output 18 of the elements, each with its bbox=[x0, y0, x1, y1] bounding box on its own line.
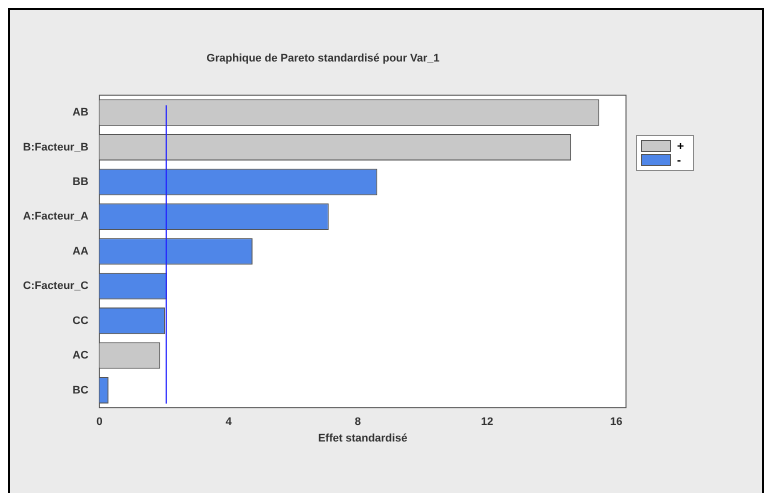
chart-title: Graphique de Pareto standardisé pour Var_1 bbox=[206, 52, 440, 65]
x-tick-label: 0 bbox=[96, 416, 102, 428]
y-tick-label: B:Facteur_B bbox=[23, 141, 88, 154]
y-tick-label: A:Facteur_A bbox=[23, 210, 88, 223]
x-tick-label: 16 bbox=[610, 416, 622, 428]
y-tick-label: AB bbox=[72, 106, 88, 119]
y-tick-label: AA bbox=[72, 245, 88, 258]
y-tick-label: CC bbox=[72, 314, 88, 327]
y-tick-label: C:Facteur_C bbox=[23, 280, 88, 292]
x-tick-label: 12 bbox=[480, 416, 494, 428]
x-tick-label: 8 bbox=[354, 416, 361, 428]
legend-label: + bbox=[677, 139, 684, 153]
legend-label: - bbox=[677, 153, 681, 167]
y-tick-label: AC bbox=[72, 350, 88, 362]
x-axis-title: Effet standardisé bbox=[318, 432, 408, 444]
x-tick-label: 4 bbox=[226, 416, 233, 428]
y-tick-label: BC bbox=[72, 384, 88, 396]
y-tick-label: BB bbox=[72, 176, 88, 188]
